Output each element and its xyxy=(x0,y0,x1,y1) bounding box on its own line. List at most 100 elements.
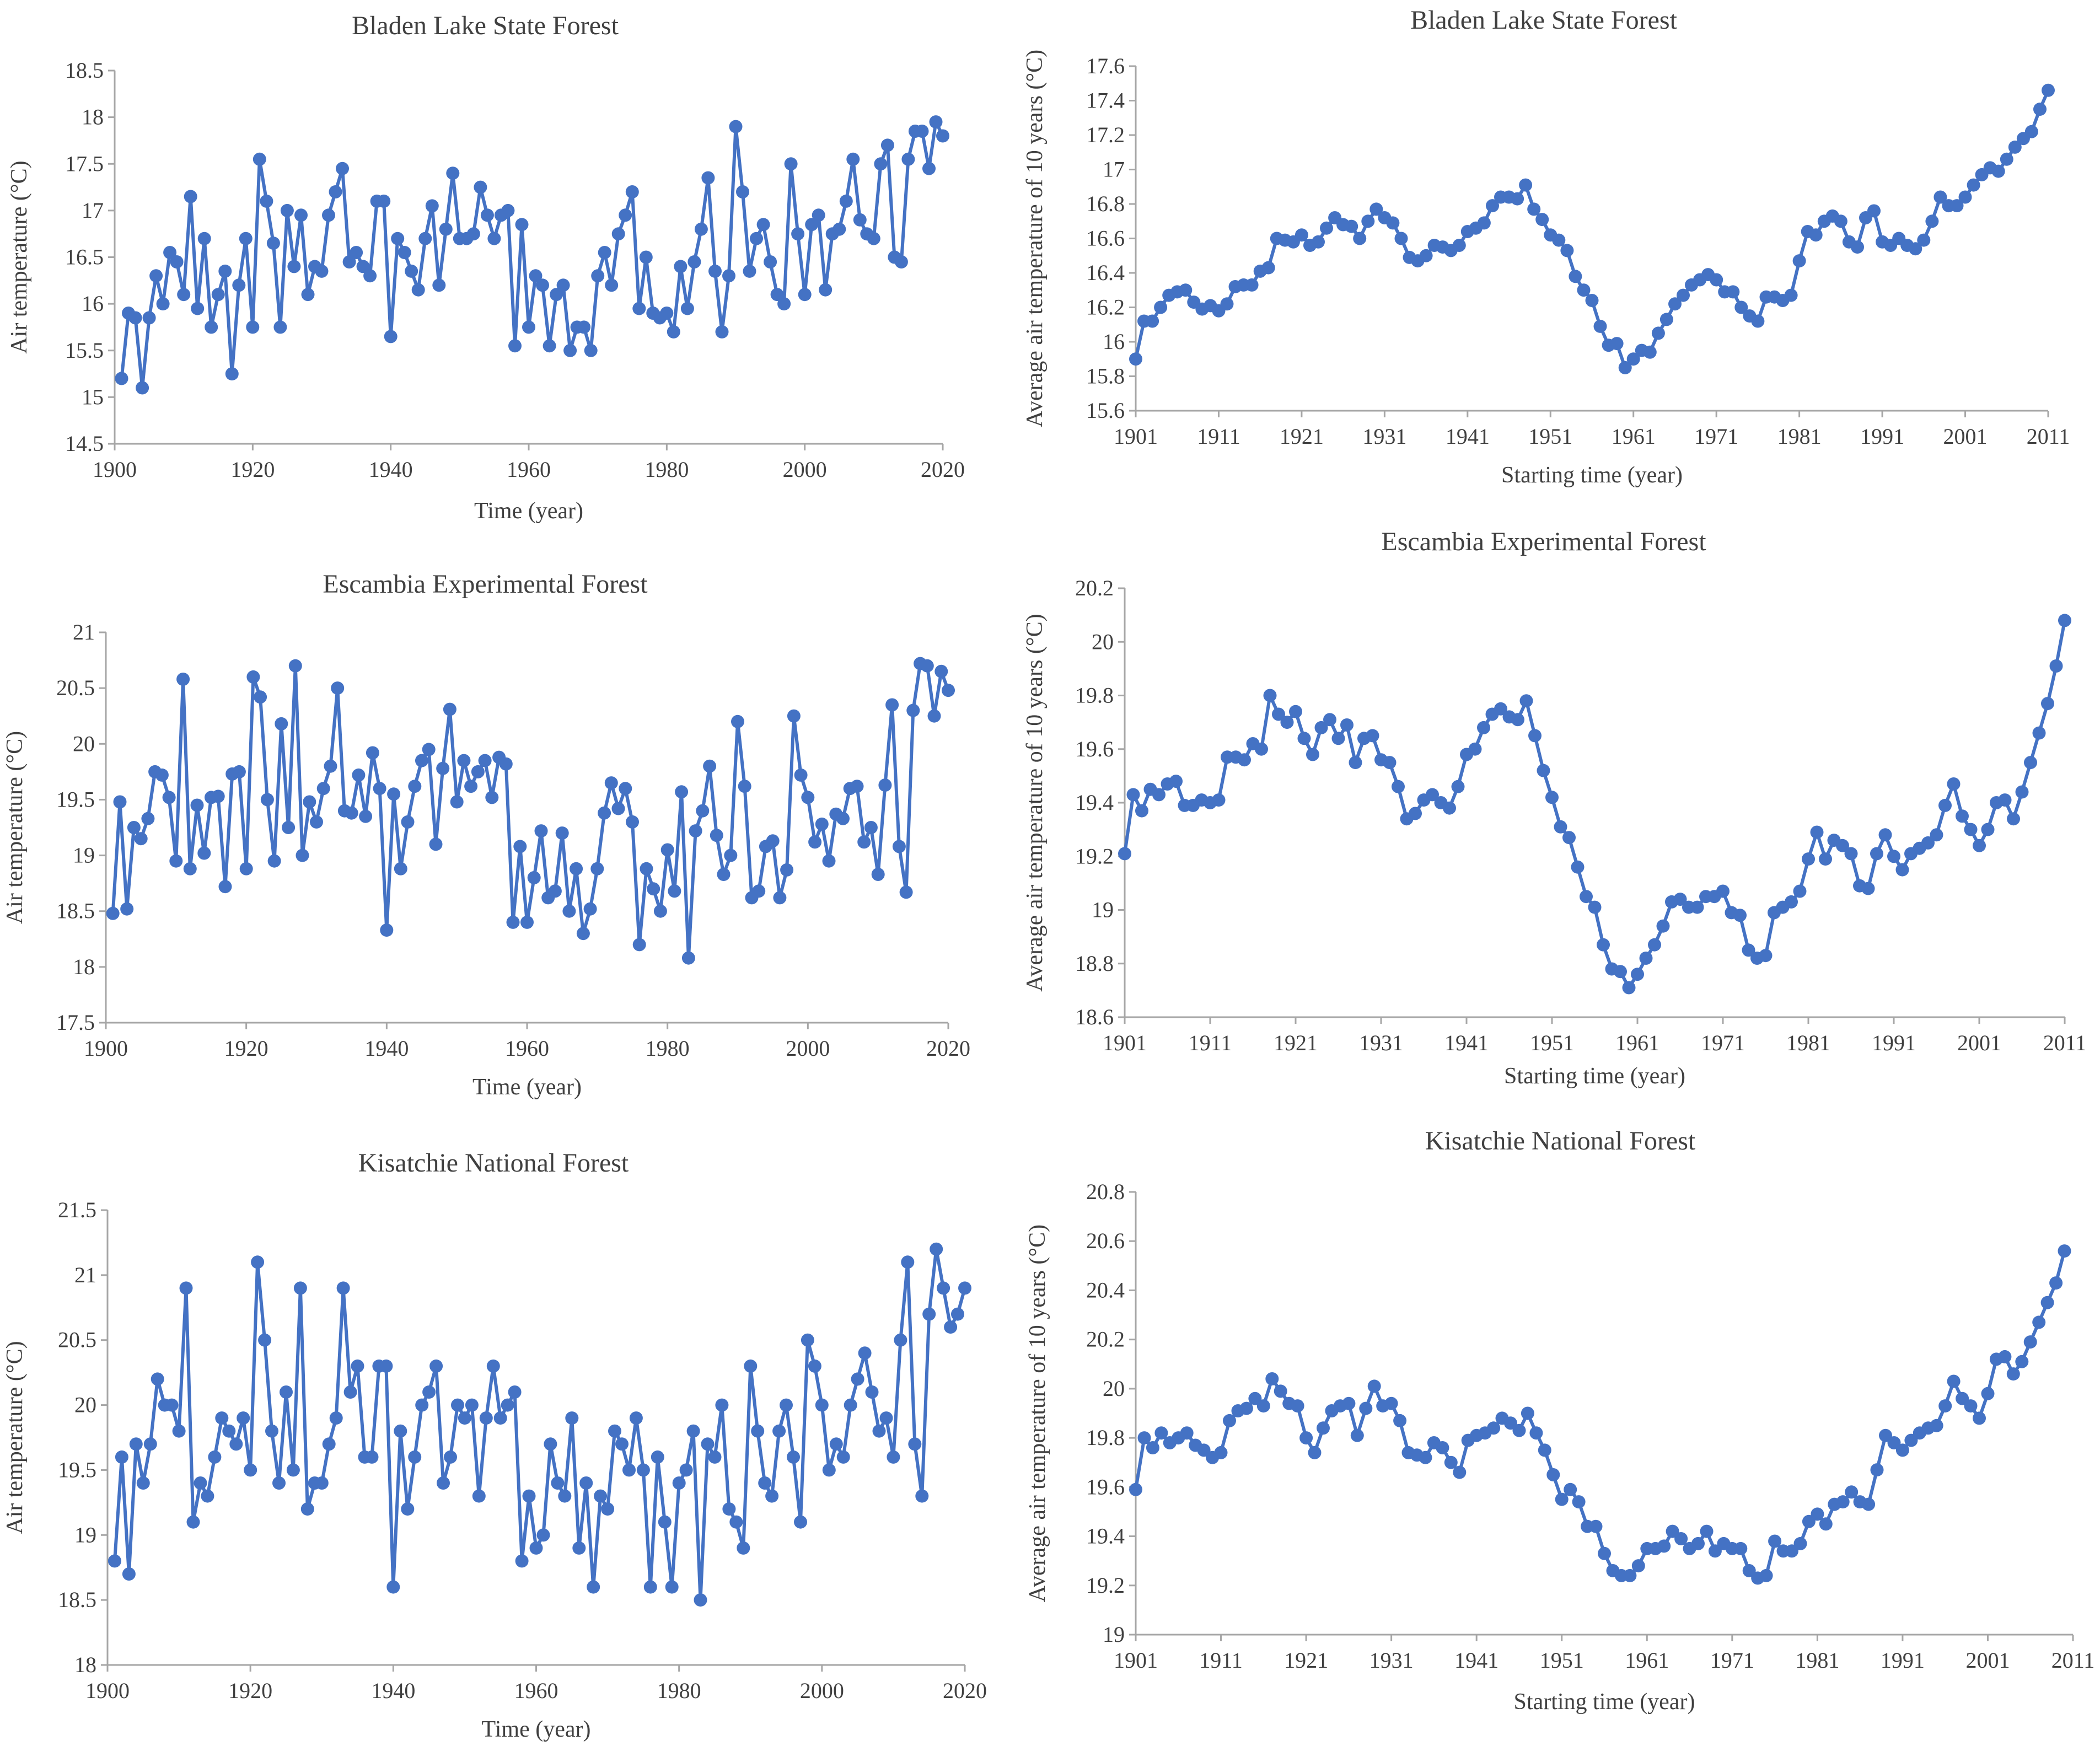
x-axis-label: Starting time (year) xyxy=(1504,1063,1685,1089)
data-point xyxy=(1512,1423,1526,1437)
data-point xyxy=(822,1463,836,1477)
y-tick-label: 20 xyxy=(74,1393,96,1417)
data-point xyxy=(350,246,363,259)
data-point xyxy=(934,664,948,678)
y-tick-label: 17.5 xyxy=(65,151,104,176)
data-point xyxy=(2058,614,2071,627)
data-point xyxy=(744,1359,758,1373)
data-point xyxy=(1785,895,1798,909)
y-tick-label: 16 xyxy=(1103,329,1125,354)
data-point xyxy=(1295,228,1308,242)
data-point xyxy=(1529,1426,1543,1440)
data-point xyxy=(679,1463,693,1477)
data-point xyxy=(1610,337,1624,351)
data-point xyxy=(543,339,556,353)
series-line xyxy=(113,1247,966,1602)
data-point xyxy=(1631,968,1644,981)
data-point xyxy=(680,302,694,315)
data-point xyxy=(1836,1495,1850,1509)
data-point xyxy=(529,269,543,283)
x-tick-label: 2001 xyxy=(1943,424,1988,449)
data-point xyxy=(380,923,394,937)
x-tick-label: 1940 xyxy=(371,1678,415,1703)
data-point xyxy=(246,320,260,334)
data-point xyxy=(885,698,899,712)
data-point xyxy=(1659,313,1673,326)
data-point xyxy=(1862,1497,1876,1511)
x-axis-label: Time (year) xyxy=(472,1075,582,1100)
x-tick-label: 1951 xyxy=(1540,1648,1584,1673)
data-point xyxy=(120,902,134,916)
data-point xyxy=(439,222,453,236)
chart-title: Bladen Lake State Forest xyxy=(1410,6,1678,35)
data-point xyxy=(665,1580,679,1594)
data-point xyxy=(1964,1399,1978,1413)
y-tick-label: 15 xyxy=(82,384,104,409)
data-point xyxy=(280,1385,293,1399)
data-point xyxy=(1452,239,1466,252)
data-point xyxy=(422,1385,436,1399)
data-point xyxy=(1197,1443,1211,1457)
y-tick-label: 19.4 xyxy=(1086,1524,1125,1549)
x-tick-label: 2020 xyxy=(926,1036,970,1061)
data-point xyxy=(688,255,701,268)
data-point xyxy=(129,1437,143,1451)
y-tick-label: 20.2 xyxy=(1086,1327,1125,1352)
data-point xyxy=(1598,1546,1611,1560)
data-point xyxy=(501,1398,514,1412)
data-point xyxy=(1519,178,1533,192)
data-point xyxy=(1938,1399,1952,1413)
data-point xyxy=(149,269,163,283)
data-point xyxy=(1819,852,1832,866)
data-point xyxy=(1477,216,1491,230)
data-point xyxy=(1981,823,1995,836)
x-tick-label: 1920 xyxy=(228,1678,272,1703)
data-point xyxy=(480,208,494,222)
data-point xyxy=(958,1281,971,1295)
data-point xyxy=(1593,319,1607,333)
data-point xyxy=(2042,83,2055,97)
data-point xyxy=(1555,1492,1569,1506)
data-point xyxy=(239,862,253,875)
data-point xyxy=(486,1359,500,1373)
data-point xyxy=(1444,1455,1458,1469)
data-point xyxy=(508,339,522,353)
data-point xyxy=(1734,300,1748,314)
data-point xyxy=(668,884,681,898)
data-point xyxy=(1938,798,1952,812)
data-point xyxy=(1691,1537,1705,1550)
x-tick-label: 2020 xyxy=(943,1678,987,1703)
data-point xyxy=(1785,1544,1798,1558)
data-point xyxy=(801,1333,814,1347)
data-point xyxy=(708,1450,722,1464)
data-point xyxy=(874,157,888,171)
data-point xyxy=(1443,801,1456,815)
data-point xyxy=(2007,812,2020,826)
data-point xyxy=(1274,1384,1287,1398)
data-point xyxy=(922,162,936,175)
data-point xyxy=(765,1489,779,1503)
x-tick-label: 1981 xyxy=(1786,1030,1830,1055)
data-point xyxy=(1690,900,1704,914)
data-point xyxy=(1238,753,1251,767)
data-point xyxy=(1956,809,1969,823)
x-tick-label: 1971 xyxy=(1701,1030,1745,1055)
data-point xyxy=(563,343,577,357)
y-tick-label: 21.5 xyxy=(58,1197,96,1222)
data-point xyxy=(640,862,653,875)
y-tick-label: 20.5 xyxy=(58,1328,96,1352)
y-tick-label: 20 xyxy=(1103,1376,1125,1401)
data-point xyxy=(300,1502,314,1516)
data-point xyxy=(894,1333,907,1347)
data-point xyxy=(379,1359,393,1373)
chart-title: Kisatchie National Forest xyxy=(358,1148,629,1178)
x-tick-label: 1901 xyxy=(1114,1648,1158,1673)
series-line xyxy=(1123,620,2066,990)
data-point xyxy=(136,381,149,395)
data-point xyxy=(457,754,471,767)
y-tick-label: 18.5 xyxy=(65,58,104,83)
data-point xyxy=(2032,726,2046,740)
data-point xyxy=(1585,294,1599,307)
data-point xyxy=(329,1411,343,1425)
data-point xyxy=(715,325,729,339)
